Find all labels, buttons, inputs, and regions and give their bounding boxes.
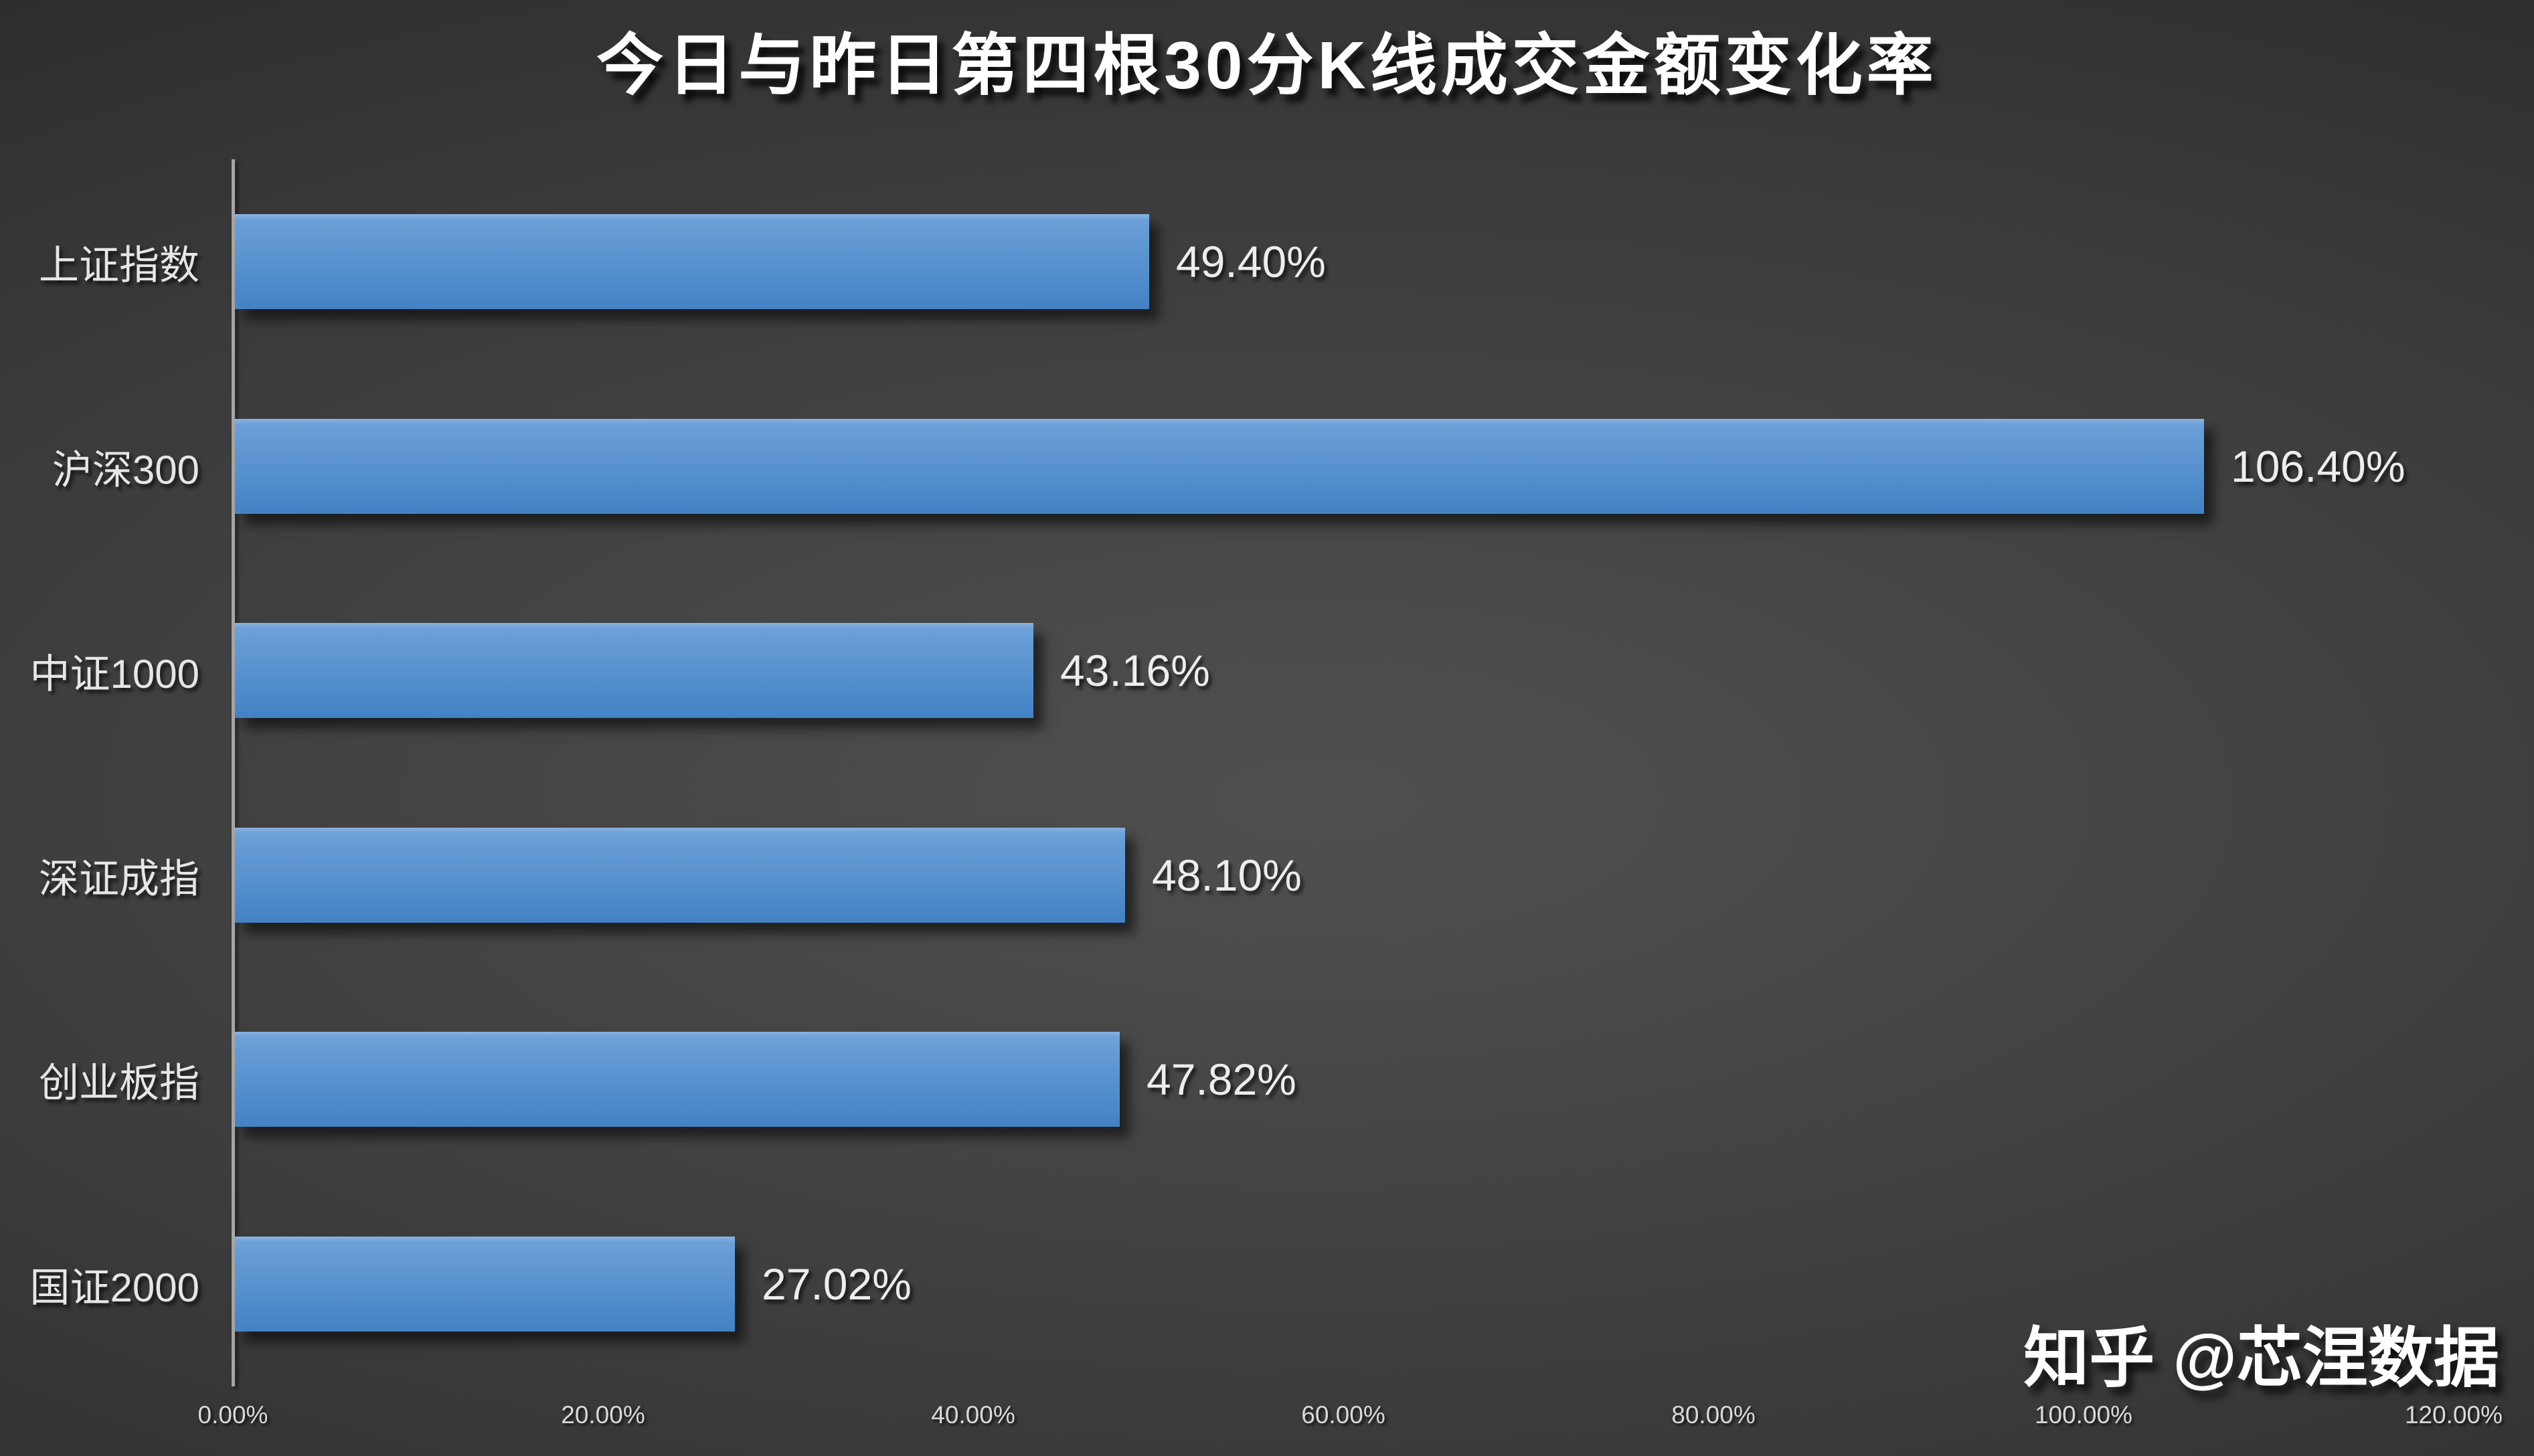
bar-row: 上证指数 49.40% — [0, 159, 2534, 364]
x-tick-label: 80.00% — [1671, 1401, 1756, 1429]
watermark: 知乎 @芯涅数据 — [2023, 1321, 2499, 1394]
value-label: 49.40% — [1176, 237, 1326, 286]
category-label: 国证2000 — [29, 1265, 199, 1310]
bar-row: 沪深300 106.40% — [0, 364, 2534, 569]
value-label: 48.10% — [1152, 850, 1302, 900]
bar-row: 国证2000 27.02% — [0, 1182, 2534, 1386]
bar — [235, 214, 1149, 309]
bar-row: 创业板指 47.82% — [0, 977, 2534, 1182]
category-label: 创业板指 — [39, 1060, 199, 1105]
x-tick-label: 120.00% — [2404, 1401, 2503, 1429]
bar — [235, 623, 1033, 718]
category-label: 深证成指 — [39, 856, 199, 901]
x-tick-label: 60.00% — [1301, 1401, 1385, 1429]
bar — [235, 419, 2204, 514]
category-axis-line — [232, 159, 235, 1386]
bar — [235, 1032, 1120, 1127]
value-label: 47.82% — [1147, 1055, 1296, 1104]
category-label: 上证指数 — [39, 242, 199, 288]
x-tick-label: 100.00% — [2034, 1401, 2133, 1429]
value-label: 27.02% — [762, 1259, 912, 1309]
bar — [235, 828, 1125, 923]
x-tick-label: 0.00% — [197, 1401, 268, 1429]
value-label: 43.16% — [1060, 646, 1210, 695]
bar-row: 深证成指 48.10% — [0, 773, 2534, 978]
chart-title: 今日与昨日第四根30分K线成交金额变化率 — [596, 28, 1938, 103]
value-label: 106.40% — [2231, 442, 2405, 491]
x-tick-label: 20.00% — [561, 1401, 645, 1429]
bar-row: 中证1000 43.16% — [0, 568, 2534, 773]
category-label: 中证1000 — [29, 651, 199, 697]
x-tick-label: 40.00% — [931, 1401, 1015, 1429]
bar — [235, 1237, 735, 1332]
category-label: 沪深300 — [52, 447, 199, 492]
